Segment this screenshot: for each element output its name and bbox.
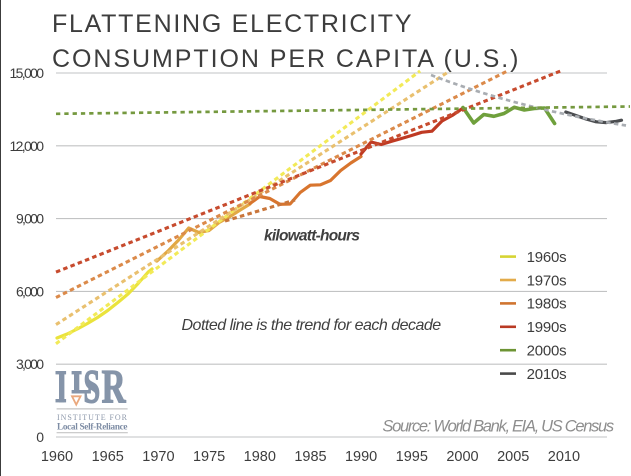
svg-text:kilowatt-hours: kilowatt-hours bbox=[264, 228, 360, 245]
svg-text:FLATTENING ELECTRICITY: FLATTENING ELECTRICITY bbox=[52, 10, 412, 38]
svg-text:2005: 2005 bbox=[497, 449, 529, 465]
svg-text:1985: 1985 bbox=[294, 449, 326, 465]
svg-text:2010s: 2010s bbox=[527, 366, 567, 383]
svg-text:12,000: 12,000 bbox=[10, 138, 45, 154]
svg-text:Local Self-Reliance: Local Self-Reliance bbox=[57, 422, 128, 432]
svg-text:INSTITUTE FOR: INSTITUTE FOR bbox=[57, 413, 128, 422]
svg-text:1980: 1980 bbox=[244, 449, 276, 465]
svg-text:1970s: 1970s bbox=[527, 272, 567, 289]
svg-text:1970: 1970 bbox=[142, 449, 174, 465]
svg-text:1960: 1960 bbox=[41, 449, 73, 465]
svg-text:1990: 1990 bbox=[345, 449, 377, 465]
svg-text:R: R bbox=[102, 361, 126, 413]
svg-text:Dotted line is the trend for e: Dotted line is the trend for each decade bbox=[182, 317, 442, 334]
svg-text:3,000: 3,000 bbox=[16, 356, 44, 372]
svg-text:9,000: 9,000 bbox=[16, 211, 44, 227]
svg-text:1960s: 1960s bbox=[527, 249, 567, 266]
svg-text:1965: 1965 bbox=[92, 449, 124, 465]
svg-text:6,000: 6,000 bbox=[16, 283, 44, 299]
svg-text:1975: 1975 bbox=[193, 449, 225, 465]
svg-text:0: 0 bbox=[36, 429, 44, 445]
svg-text:2000s: 2000s bbox=[527, 343, 567, 360]
svg-text:1980s: 1980s bbox=[527, 296, 567, 313]
svg-text:15,000: 15,000 bbox=[10, 65, 45, 81]
svg-text:1990s: 1990s bbox=[527, 319, 567, 336]
svg-text:Source: World Bank, EIA, US Ce: Source: World Bank, EIA, US Census bbox=[382, 417, 614, 435]
svg-text:2000: 2000 bbox=[446, 449, 478, 465]
svg-text:S: S bbox=[83, 361, 100, 413]
svg-text:CONSUMPTION PER CAPITA (U.S.): CONSUMPTION PER CAPITA (U.S.) bbox=[52, 45, 519, 73]
svg-text:2010: 2010 bbox=[548, 449, 580, 465]
svg-text:1995: 1995 bbox=[396, 449, 428, 465]
